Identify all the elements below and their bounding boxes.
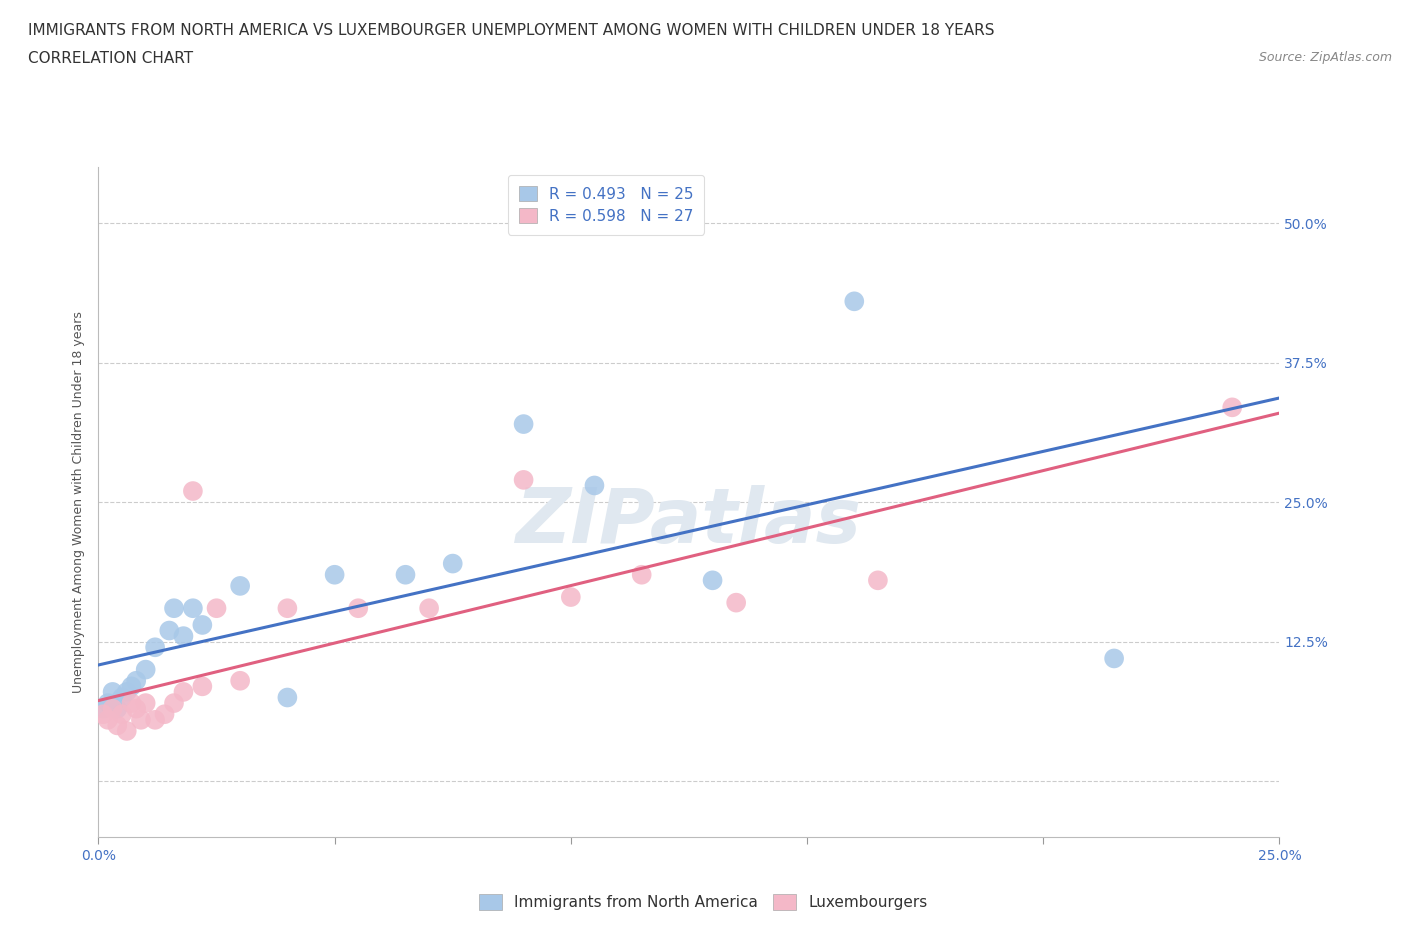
- Point: [91, 707, 114, 722]
- Point: [105, 718, 128, 733]
- Point: [111, 707, 134, 722]
- Point: [229, 578, 252, 593]
- Point: [172, 629, 194, 644]
- Point: [725, 595, 748, 610]
- Point: [347, 601, 370, 616]
- Point: [101, 684, 124, 699]
- Point: [205, 601, 228, 616]
- Point: [441, 556, 464, 571]
- Point: [153, 707, 176, 722]
- Point: [135, 662, 157, 677]
- Point: [105, 701, 128, 716]
- Point: [181, 601, 204, 616]
- Point: [1102, 651, 1125, 666]
- Point: [172, 684, 194, 699]
- Point: [125, 701, 148, 716]
- Point: [115, 684, 138, 699]
- Point: [115, 724, 138, 738]
- Point: [512, 472, 534, 487]
- Point: [163, 601, 186, 616]
- Legend: Immigrants from North America, Luxembourgers: Immigrants from North America, Luxembour…: [471, 886, 935, 918]
- Point: [702, 573, 724, 588]
- Point: [125, 673, 148, 688]
- Point: [560, 590, 582, 604]
- Point: [583, 478, 606, 493]
- Point: [163, 696, 186, 711]
- Legend: R = 0.493   N = 25, R = 0.598   N = 27: R = 0.493 N = 25, R = 0.598 N = 27: [508, 175, 704, 234]
- Point: [121, 696, 143, 711]
- Text: ZIPatlas: ZIPatlas: [516, 485, 862, 559]
- Point: [866, 573, 889, 588]
- Text: Source: ZipAtlas.com: Source: ZipAtlas.com: [1258, 51, 1392, 64]
- Point: [418, 601, 440, 616]
- Y-axis label: Unemployment Among Women with Children Under 18 years: Unemployment Among Women with Children U…: [72, 312, 84, 693]
- Point: [97, 696, 120, 711]
- Point: [229, 673, 252, 688]
- Point: [101, 701, 124, 716]
- Point: [276, 690, 298, 705]
- Point: [181, 484, 204, 498]
- Text: CORRELATION CHART: CORRELATION CHART: [28, 51, 193, 66]
- Point: [394, 567, 416, 582]
- Point: [143, 712, 166, 727]
- Point: [512, 417, 534, 432]
- Point: [135, 696, 157, 711]
- Point: [1220, 400, 1243, 415]
- Point: [91, 701, 114, 716]
- Point: [121, 679, 143, 694]
- Point: [129, 712, 152, 727]
- Point: [157, 623, 180, 638]
- Point: [630, 567, 652, 582]
- Point: [276, 601, 298, 616]
- Point: [191, 618, 214, 632]
- Point: [844, 294, 866, 309]
- Text: IMMIGRANTS FROM NORTH AMERICA VS LUXEMBOURGER UNEMPLOYMENT AMONG WOMEN WITH CHIL: IMMIGRANTS FROM NORTH AMERICA VS LUXEMBO…: [28, 23, 994, 38]
- Point: [111, 690, 134, 705]
- Point: [191, 679, 214, 694]
- Point: [323, 567, 346, 582]
- Point: [143, 640, 166, 655]
- Point: [97, 712, 120, 727]
